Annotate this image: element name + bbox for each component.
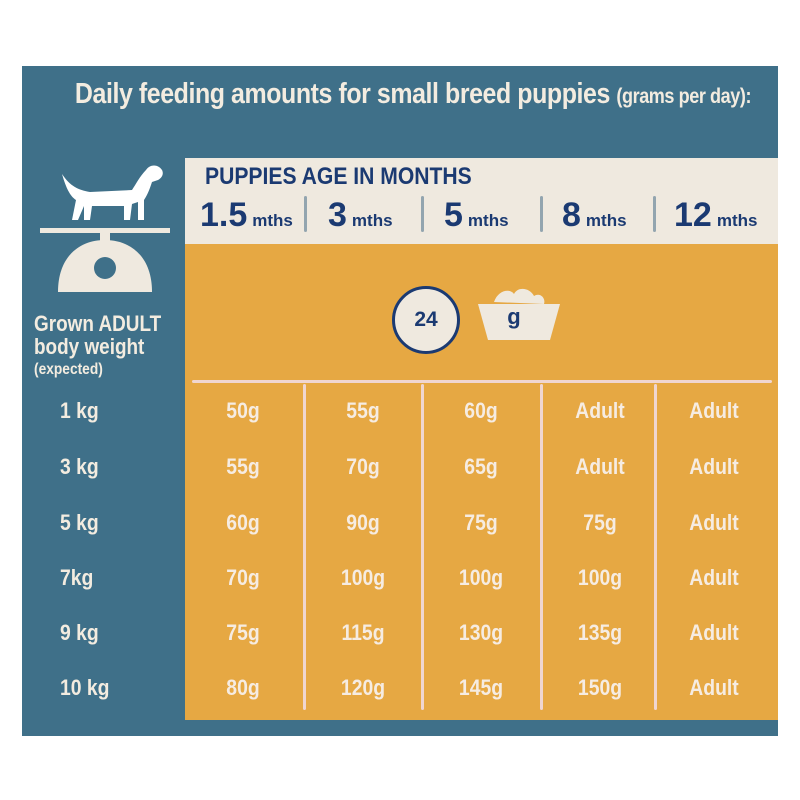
title-main: Daily feeding amounts for small breed pu… <box>74 78 610 110</box>
table-cell: 115g <box>341 620 385 645</box>
table-cell: Adult <box>575 398 625 423</box>
age-unit: mths <box>467 211 509 230</box>
age-num: 12 <box>674 196 712 234</box>
bowl-unit: g <box>507 304 521 329</box>
weight-line-3: (expected) <box>34 361 103 378</box>
table-cell: 75g <box>226 620 260 645</box>
adult-weight-label: Grown ADULT body weight (expected) <box>34 312 161 381</box>
table-cell: 65g <box>464 454 498 479</box>
age-col-3: 5 mths <box>444 196 509 236</box>
age-num: 3 <box>328 196 347 234</box>
row-label: 3 kg <box>60 454 99 479</box>
table-cell: 75g <box>464 510 498 535</box>
age-separator <box>304 196 307 232</box>
age-num: 8 <box>562 196 581 234</box>
table-cell: 70g <box>346 454 380 479</box>
title-sub: (grams per day): <box>616 85 752 108</box>
table-cell: Adult <box>689 620 739 645</box>
column-divider <box>303 384 306 710</box>
table-cell: 135g <box>577 620 623 645</box>
row-label: 1 kg <box>60 398 99 423</box>
table-cell: 90g <box>346 510 380 535</box>
dog-on-scale-icon <box>40 156 170 306</box>
age-header-title: PUPPIES AGE IN MONTHS <box>205 163 472 190</box>
age-num: 5 <box>444 196 463 234</box>
table-cell: 60g <box>226 510 260 535</box>
row-label: 9 kg <box>60 620 99 645</box>
table-cell: 80g <box>226 675 260 700</box>
table-cell: Adult <box>689 510 739 535</box>
table-cell: 60g <box>464 398 498 423</box>
age-col-4: 8 mths <box>562 196 627 236</box>
food-bowl-icon <box>474 282 564 346</box>
column-divider <box>540 384 543 710</box>
table-cell: Adult <box>689 454 739 479</box>
table-cell: Adult <box>689 565 739 590</box>
age-unit: mths <box>585 211 627 230</box>
table-cell: 70g <box>226 565 260 590</box>
age-separator <box>653 196 656 232</box>
age-separator <box>540 196 543 232</box>
table-cell: 120g <box>340 675 386 700</box>
table-cell: 130g <box>458 620 504 645</box>
table-cell: 150g <box>577 675 623 700</box>
age-col-5: 12 mths <box>674 196 757 236</box>
feeding-grid-panel <box>185 244 778 720</box>
row-label: 7kg <box>60 565 94 590</box>
table-cell: 100g <box>340 565 386 590</box>
table-cell: 55g <box>226 454 260 479</box>
age-col-1: 1.5 mths <box>200 196 293 236</box>
table-cell: 145g <box>458 675 504 700</box>
table-cell: 100g <box>577 565 623 590</box>
row-label: 10 kg <box>60 675 110 700</box>
age-col-2: 3 mths <box>328 196 393 236</box>
column-divider <box>421 384 424 710</box>
table-cell: Adult <box>689 398 739 423</box>
age-unit: mths <box>351 211 393 230</box>
column-divider <box>654 384 657 710</box>
row-label: 5 kg <box>60 510 99 535</box>
weight-line-1: Grown ADULT <box>34 311 162 336</box>
weight-line-2: body weight <box>34 334 145 359</box>
age-header-band <box>185 158 778 244</box>
table-cell: 100g <box>458 565 504 590</box>
table-cell: Adult <box>689 675 739 700</box>
age-num: 1.5 <box>200 196 248 234</box>
chart-title: Daily feeding amounts for small breed pu… <box>74 78 752 111</box>
header-divider <box>192 380 772 383</box>
table-cell: Adult <box>575 454 625 479</box>
age-unit: mths <box>252 211 293 230</box>
age-separator <box>421 196 424 232</box>
table-cell: 75g <box>583 510 617 535</box>
table-cell: 50g <box>226 398 260 423</box>
clock-icon: 24 <box>392 286 460 354</box>
table-cell: 55g <box>346 398 380 423</box>
clock-value: 24 <box>414 308 438 331</box>
age-unit: mths <box>716 211 758 230</box>
